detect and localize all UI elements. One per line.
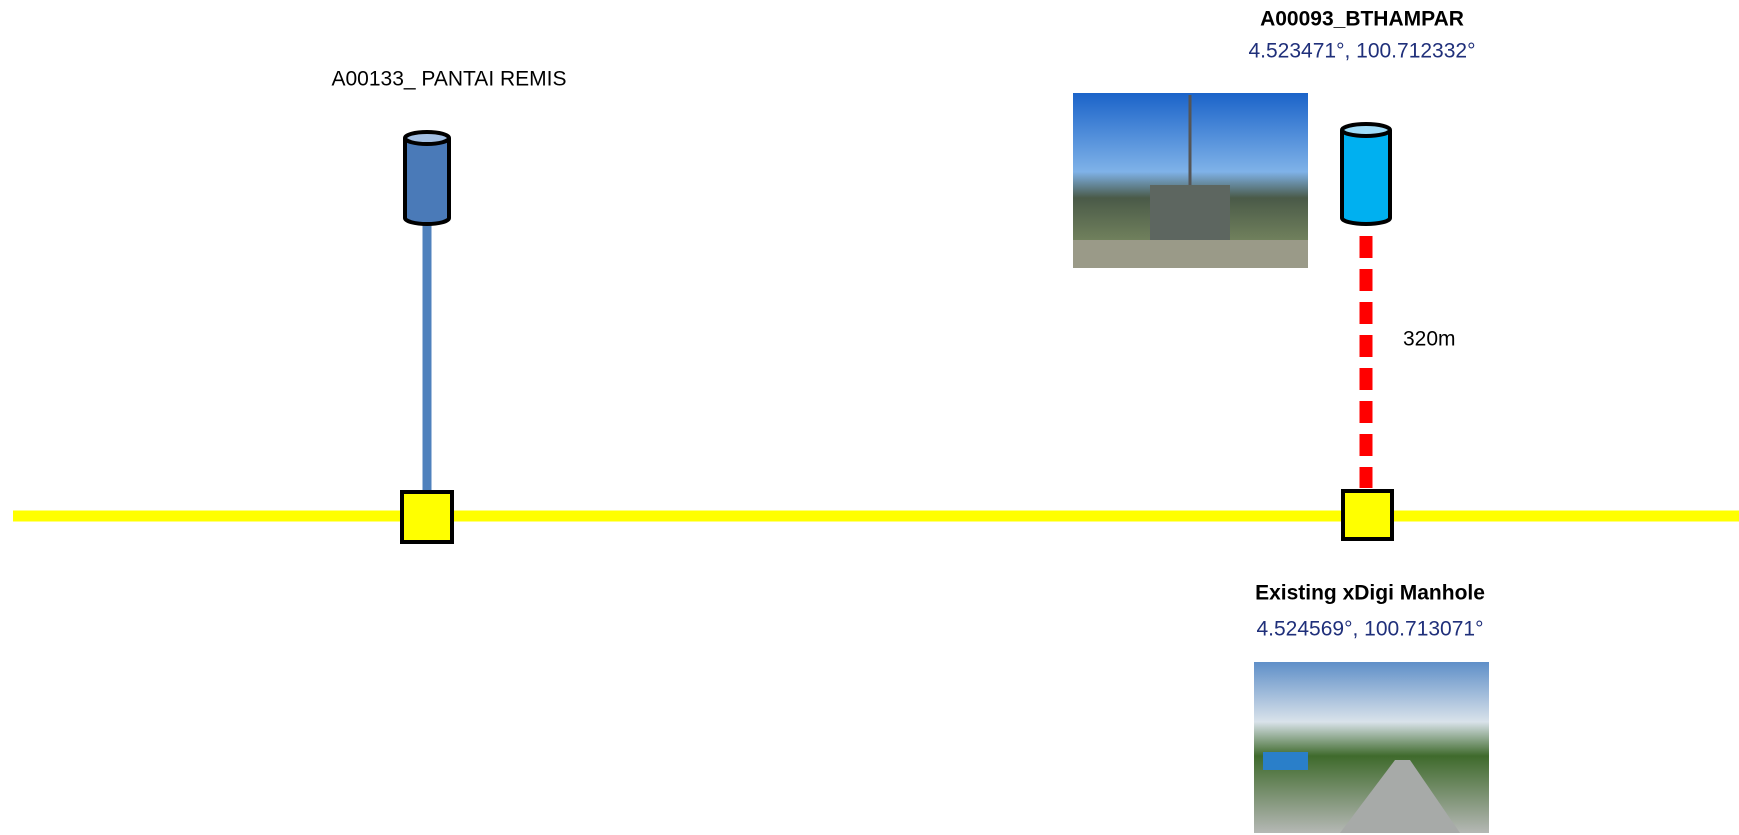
site-photo — [1073, 93, 1308, 268]
site-cylinder — [1342, 124, 1390, 224]
manhole-square — [1343, 491, 1392, 539]
site-label: A00133_ PANTAI REMIS — [332, 68, 567, 91]
distance-label: 320m — [1403, 328, 1456, 351]
manhole-label: Existing xDigi Manhole — [1255, 582, 1485, 605]
site-coordinates: 4.523471°, 100.712332° — [1248, 40, 1475, 63]
manhole-square — [402, 492, 452, 542]
site-cylinder — [405, 132, 449, 224]
manhole-photo — [1254, 662, 1489, 833]
diagram: A00133_ PANTAI REMIS A00093_BTHAMPAR 4.5… — [0, 0, 1739, 835]
manhole-coordinates: 4.524569°, 100.713071° — [1256, 618, 1483, 641]
site-label: A00093_BTHAMPAR — [1260, 8, 1464, 31]
